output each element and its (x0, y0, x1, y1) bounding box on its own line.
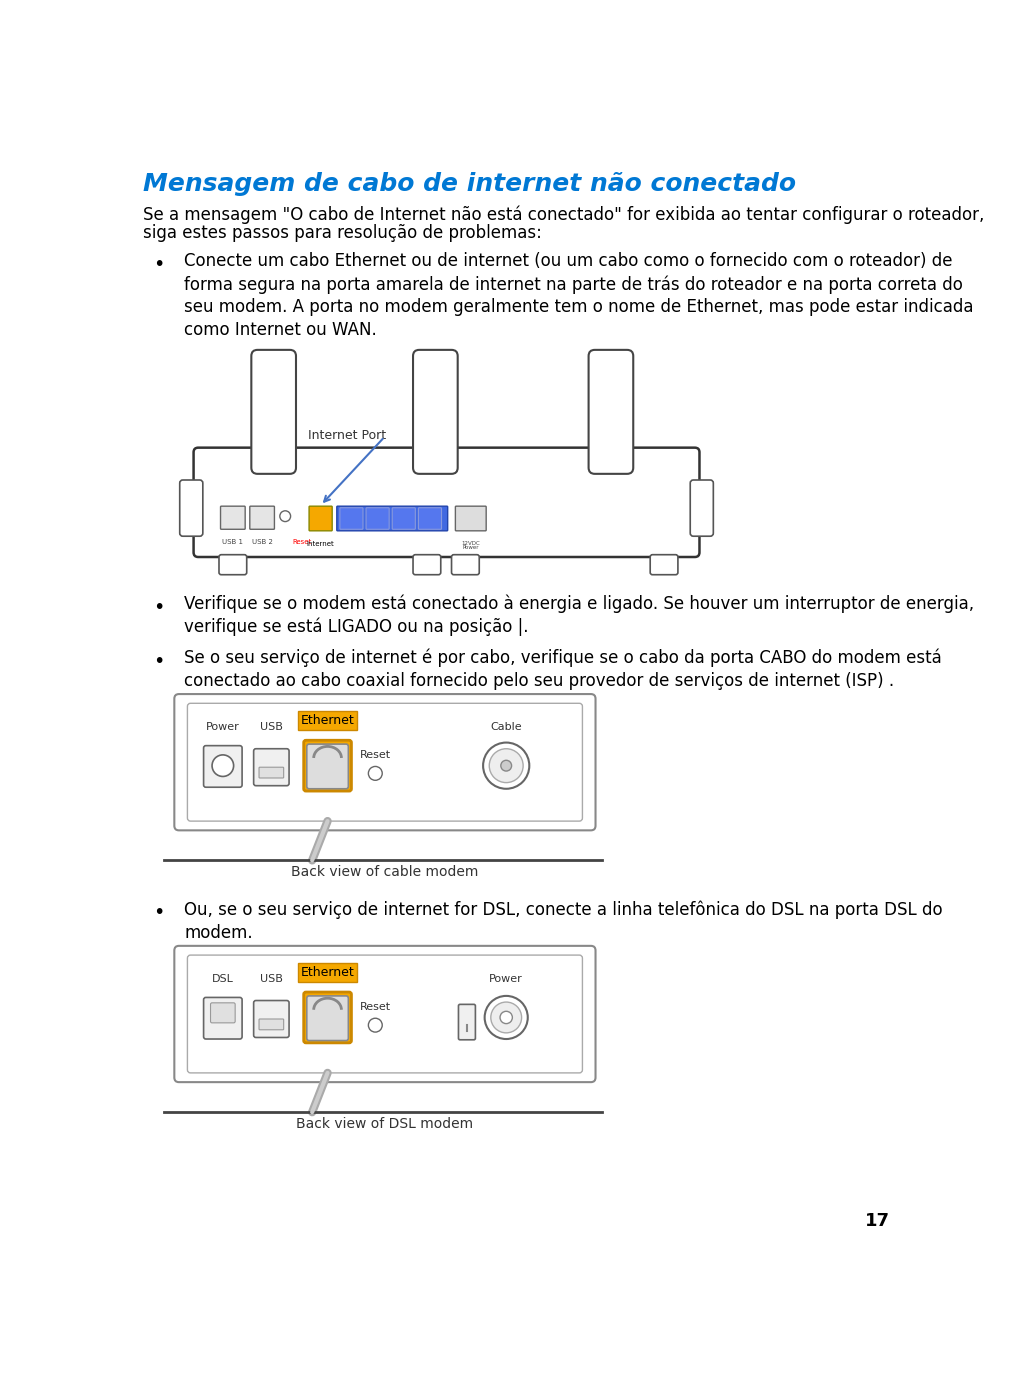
Circle shape (280, 511, 290, 521)
Text: Power: Power (206, 721, 240, 732)
Text: USB: USB (260, 973, 283, 984)
Text: Reset: Reset (360, 750, 391, 760)
Circle shape (212, 755, 234, 777)
FancyBboxPatch shape (309, 506, 333, 531)
FancyBboxPatch shape (413, 350, 458, 474)
FancyBboxPatch shape (252, 350, 296, 474)
FancyBboxPatch shape (174, 945, 595, 1082)
FancyBboxPatch shape (254, 1001, 289, 1038)
FancyBboxPatch shape (303, 741, 352, 791)
FancyBboxPatch shape (458, 1005, 475, 1039)
Text: Conecte um cabo Ethernet ou de internet (ou um cabo como o fornecido com o rotea: Conecte um cabo Ethernet ou de internet … (184, 252, 952, 269)
Text: 2 Ethernet 3: 2 Ethernet 3 (370, 540, 413, 547)
Text: USB 1: USB 1 (222, 539, 244, 546)
Text: USB 2: USB 2 (252, 539, 273, 546)
Text: Se o seu serviço de internet é por cabo, verifique se o cabo da porta CABO do mo: Se o seu serviço de internet é por cabo,… (184, 648, 942, 668)
Text: Mensagem de cabo de internet não conectado: Mensagem de cabo de internet não conecta… (143, 171, 796, 196)
Text: USB: USB (260, 721, 283, 732)
Text: conectado ao cabo coaxial fornecido pelo seu provedor de serviços de internet (I: conectado ao cabo coaxial fornecido pelo… (184, 672, 895, 690)
FancyBboxPatch shape (588, 350, 633, 474)
Text: 1: 1 (341, 540, 345, 547)
Text: DSL: DSL (212, 973, 234, 984)
Text: verifique se está LIGADO ou na posição |.: verifique se está LIGADO ou na posição |… (184, 618, 529, 636)
FancyBboxPatch shape (259, 767, 284, 778)
FancyBboxPatch shape (366, 507, 389, 529)
Text: 17: 17 (864, 1212, 890, 1230)
Circle shape (483, 742, 530, 789)
FancyBboxPatch shape (187, 703, 582, 821)
Text: Reset: Reset (292, 539, 311, 546)
FancyBboxPatch shape (180, 480, 203, 536)
FancyBboxPatch shape (419, 507, 442, 529)
Text: Power: Power (463, 546, 479, 550)
Text: •: • (154, 598, 165, 616)
Text: Internet Port: Internet Port (308, 430, 386, 442)
FancyBboxPatch shape (691, 480, 714, 536)
FancyBboxPatch shape (259, 1019, 284, 1030)
Text: como Internet ou WAN.: como Internet ou WAN. (184, 322, 377, 340)
Circle shape (500, 760, 512, 771)
Text: Back view of cable modem: Back view of cable modem (291, 865, 478, 879)
Text: 12VDC: 12VDC (461, 540, 480, 546)
FancyBboxPatch shape (174, 694, 595, 831)
FancyBboxPatch shape (455, 506, 486, 531)
FancyBboxPatch shape (250, 506, 274, 529)
Text: siga estes passos para resolução de problemas:: siga estes passos para resolução de prob… (143, 224, 542, 242)
Text: •: • (154, 904, 165, 923)
Text: Back view of DSL modem: Back view of DSL modem (296, 1117, 473, 1130)
Circle shape (489, 749, 523, 782)
FancyBboxPatch shape (220, 506, 246, 529)
Text: forma segura na porta amarela de internet na parte de trás do roteador e na port: forma segura na porta amarela de interne… (184, 275, 963, 294)
FancyBboxPatch shape (254, 749, 289, 786)
Text: •: • (154, 652, 165, 670)
Circle shape (500, 1012, 513, 1024)
FancyBboxPatch shape (187, 955, 582, 1072)
Circle shape (368, 767, 382, 781)
Text: 4: 4 (437, 540, 441, 547)
FancyBboxPatch shape (413, 554, 441, 575)
Text: Se a mensagem "O cabo de Internet não está conectado" for exibida ao tentar conf: Se a mensagem "O cabo de Internet não es… (143, 206, 984, 224)
Text: Verifique se o modem está conectado à energia e ligado. Se houver um interruptor: Verifique se o modem está conectado à en… (184, 594, 975, 614)
Text: modem.: modem. (184, 923, 253, 941)
FancyBboxPatch shape (392, 507, 416, 529)
Text: seu modem. A porta no modem geralmente tem o nome de Ethernet, mas pode estar in: seu modem. A porta no modem geralmente t… (184, 299, 974, 316)
FancyBboxPatch shape (203, 746, 242, 788)
Text: Reset: Reset (360, 1002, 391, 1012)
FancyBboxPatch shape (210, 1003, 236, 1023)
FancyBboxPatch shape (193, 448, 700, 557)
FancyBboxPatch shape (340, 507, 363, 529)
FancyBboxPatch shape (203, 998, 242, 1039)
FancyBboxPatch shape (306, 744, 349, 789)
Text: •: • (154, 256, 165, 274)
Circle shape (368, 1019, 382, 1032)
Text: Ou, se o seu serviço de internet for DSL, conecte a linha telefônica do DSL na p: Ou, se o seu serviço de internet for DSL… (184, 901, 943, 919)
Text: Cable: Cable (490, 721, 522, 732)
FancyBboxPatch shape (337, 506, 448, 531)
FancyBboxPatch shape (219, 554, 247, 575)
Text: Power: Power (489, 973, 523, 984)
Text: Internet: Internet (306, 540, 335, 547)
Circle shape (484, 996, 528, 1039)
Circle shape (490, 1002, 522, 1032)
Text: Ethernet: Ethernet (300, 714, 355, 727)
FancyBboxPatch shape (650, 554, 678, 575)
FancyBboxPatch shape (452, 554, 479, 575)
Text: Ethernet: Ethernet (300, 966, 355, 978)
FancyBboxPatch shape (306, 996, 349, 1041)
FancyBboxPatch shape (303, 992, 352, 1043)
